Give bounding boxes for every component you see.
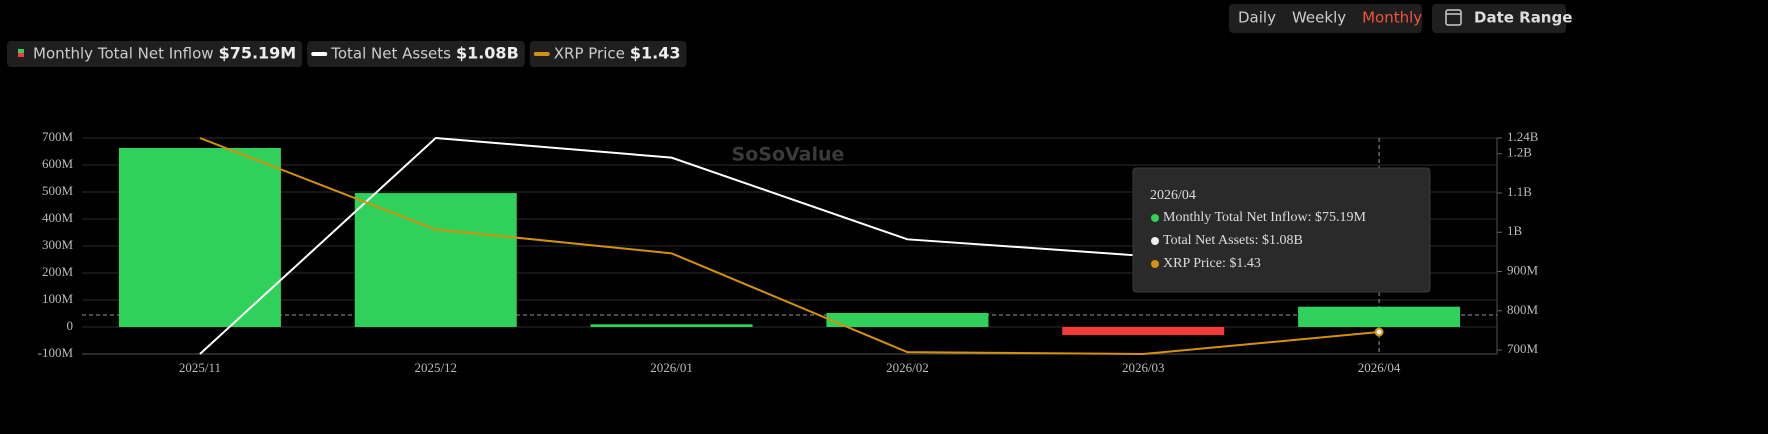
- bar: [1298, 306, 1461, 327]
- legend-value: $1.08B: [456, 44, 519, 63]
- y-tick-label: 400M: [42, 210, 74, 225]
- date-range-label[interactable]: Date Range: [1474, 9, 1572, 27]
- y2-tick-label: 1B: [1507, 223, 1523, 238]
- y-tick-label: 300M: [42, 237, 74, 252]
- y2-tick-label: 900M: [1507, 263, 1539, 278]
- y-tick-label: 600M: [42, 156, 74, 171]
- watermark: SoSoValue: [732, 144, 845, 166]
- legend-label: XRP Price: [554, 45, 625, 63]
- legend-value: $75.19M: [219, 44, 297, 63]
- y-tick-label: -100M: [38, 345, 74, 360]
- period-switch: [1229, 4, 1422, 33]
- y2-tick-label: 700M: [1507, 341, 1539, 356]
- legend-label: Total Net Assets: [330, 45, 451, 63]
- period-button[interactable]: Weekly: [1292, 9, 1346, 27]
- legend-swatch: [18, 53, 24, 57]
- hover-point: [1374, 327, 1384, 337]
- y-tick-label: 0: [67, 318, 74, 333]
- tooltip: 2026/04 Monthly Total Net Inflow: $75.19M…: [1132, 167, 1431, 293]
- legend-swatch: [18, 49, 24, 53]
- x-tick-label: 2026/02: [886, 360, 929, 375]
- y-tick-label: 100M: [42, 291, 74, 306]
- legend-chip: [307, 41, 525, 67]
- bar: [354, 193, 517, 327]
- tooltip-box: [1132, 167, 1431, 293]
- tooltip-dot: [1151, 214, 1159, 222]
- legend-label: Monthly Total Net Inflow: [33, 45, 214, 63]
- y-tick-label: 500M: [42, 183, 74, 198]
- date-range-button[interactable]: [1432, 4, 1566, 33]
- legend-chip: [7, 41, 303, 67]
- legend-item: Total Net Assets $1.08B: [307, 41, 525, 67]
- y2-tick-label: 1.2B: [1507, 145, 1532, 160]
- tooltip-dot: [1151, 260, 1159, 268]
- bar: [590, 324, 753, 327]
- y-tick-label: 700M: [42, 129, 74, 144]
- x-tick-label: 2026/01: [650, 360, 693, 375]
- calendar-icon: [1445, 9, 1462, 26]
- y2-tick-label: 1.24B: [1507, 129, 1539, 144]
- legend-chip: [529, 41, 687, 67]
- y2-tick-label: 1.1B: [1507, 184, 1532, 199]
- x-tick-label: 2025/11: [179, 360, 221, 375]
- x-tick-label: 2026/04: [1358, 360, 1401, 375]
- x-tick-label: 2025/12: [414, 360, 457, 375]
- period-button[interactable]: Monthly: [1362, 9, 1422, 27]
- bar: [1062, 327, 1225, 336]
- tooltip-line: XRP Price: $1.43: [1163, 256, 1261, 271]
- x-tick-label: 2026/03: [1122, 360, 1165, 375]
- y2-tick-label: 800M: [1507, 302, 1539, 317]
- legend-value: $1.43: [630, 44, 681, 63]
- tooltip-dot: [1151, 237, 1159, 245]
- bar: [826, 312, 989, 327]
- tooltip-line: Monthly Total Net Inflow: $75.19M: [1163, 210, 1366, 225]
- bar: [118, 147, 281, 327]
- period-button[interactable]: Daily: [1238, 9, 1276, 27]
- legend-item: XRP Price $1.43: [529, 41, 687, 67]
- tooltip-line: Total Net Assets: $1.08B: [1163, 233, 1303, 248]
- y-tick-label: 200M: [42, 264, 74, 279]
- line: [199, 137, 1380, 356]
- tooltip-title: 2026/04: [1150, 188, 1196, 203]
- legend-item: Monthly Total Net Inflow $75.19M: [7, 41, 303, 67]
